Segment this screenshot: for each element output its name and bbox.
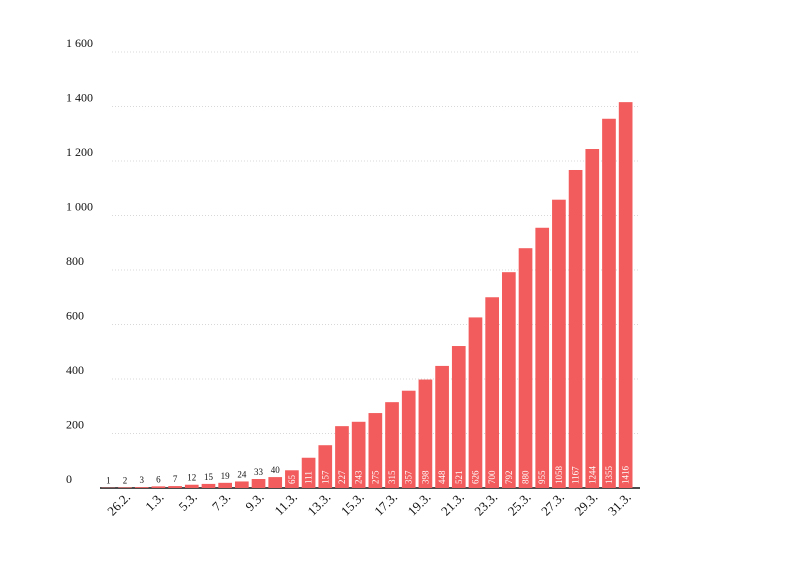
bar	[518, 248, 533, 488]
value-label: 65	[287, 475, 297, 485]
bar	[268, 477, 283, 488]
bar	[485, 297, 499, 488]
value-label: 2	[123, 475, 128, 485]
value-label: 1058	[554, 466, 564, 485]
y-tick-label: 600	[66, 309, 84, 323]
value-label: 7	[173, 474, 178, 484]
value-label: 111	[304, 471, 314, 484]
x-tick-label: 29.3.	[571, 490, 600, 519]
value-label: 880	[521, 470, 531, 484]
x-tick-label: 13.3.	[304, 490, 333, 519]
bar	[285, 470, 299, 488]
x-tick-label: 21.3.	[438, 490, 467, 519]
x-tick-label: 19.3.	[405, 490, 434, 519]
x-tick-label: 1.3.	[142, 490, 166, 514]
value-label: 33	[254, 467, 264, 477]
bar	[168, 486, 182, 488]
y-tick-label: 1 000	[66, 200, 93, 214]
y-tick-label: 1 200	[66, 145, 93, 159]
x-tick-label: 15.3.	[338, 490, 367, 519]
value-label: 448	[437, 470, 447, 484]
bar	[401, 390, 416, 488]
bar	[218, 482, 232, 488]
bar	[552, 199, 566, 488]
value-label: 700	[487, 470, 497, 484]
value-label: 227	[337, 470, 347, 484]
value-label: 1244	[587, 466, 597, 485]
value-label: 1355	[604, 466, 614, 485]
value-label: 626	[470, 470, 480, 484]
value-label: 1416	[621, 466, 631, 485]
bar	[368, 413, 383, 488]
x-tick-label: 27.3.	[538, 490, 567, 519]
bar	[618, 102, 633, 488]
x-tick-label: 25.3.	[505, 490, 534, 519]
y-tick-label: 400	[66, 363, 84, 377]
value-label: 398	[420, 470, 430, 484]
bar	[351, 421, 366, 488]
y-tick-label: 200	[66, 418, 84, 432]
value-label: 357	[404, 470, 414, 484]
bar	[151, 486, 166, 488]
x-tick-label: 31.3.	[605, 490, 634, 519]
y-tick-label: 0	[66, 472, 72, 486]
bar	[535, 227, 550, 488]
bar	[118, 487, 132, 488]
value-label: 1	[106, 476, 111, 486]
value-label: 955	[537, 470, 547, 484]
bar	[585, 149, 600, 488]
value-label: 275	[370, 470, 380, 484]
bar	[602, 118, 616, 488]
x-tick-label: 11.3.	[271, 490, 300, 519]
bar	[451, 346, 466, 488]
bar	[201, 483, 216, 488]
value-label: 12	[187, 473, 196, 483]
bar	[184, 484, 199, 488]
value-label: 1167	[571, 466, 581, 484]
bar	[134, 487, 149, 488]
value-label: 243	[354, 470, 364, 484]
value-label: 19	[221, 471, 231, 481]
bar	[318, 445, 333, 488]
bar	[335, 426, 349, 488]
value-label: 157	[320, 470, 330, 484]
value-label: 6	[156, 474, 161, 484]
x-tick-label: 23.3.	[471, 490, 500, 519]
x-tick-label: 26.2.	[104, 490, 133, 519]
bar	[418, 379, 433, 488]
x-tick-label: 7.3.	[209, 490, 233, 514]
y-tick-label: 1 600	[66, 36, 93, 50]
value-label: 40	[271, 465, 281, 475]
bar	[502, 272, 516, 488]
x-tick-label: 5.3.	[176, 490, 200, 514]
bar	[301, 457, 316, 488]
x-tick-label: 17.3.	[371, 490, 400, 519]
bar	[251, 479, 266, 488]
value-label: 315	[387, 470, 397, 484]
value-label: 24	[237, 469, 247, 479]
bar	[435, 365, 449, 488]
value-label: 792	[504, 471, 514, 485]
y-tick-label: 800	[66, 254, 84, 268]
bar	[385, 402, 399, 488]
y-tick-label: 1 400	[66, 91, 93, 105]
bar	[568, 169, 583, 488]
value-label: 3	[139, 475, 144, 485]
x-tick-label: 9.3.	[242, 490, 266, 514]
bar	[468, 317, 483, 488]
value-label: 15	[204, 472, 214, 482]
bar	[235, 481, 249, 488]
value-label: 521	[454, 471, 464, 485]
